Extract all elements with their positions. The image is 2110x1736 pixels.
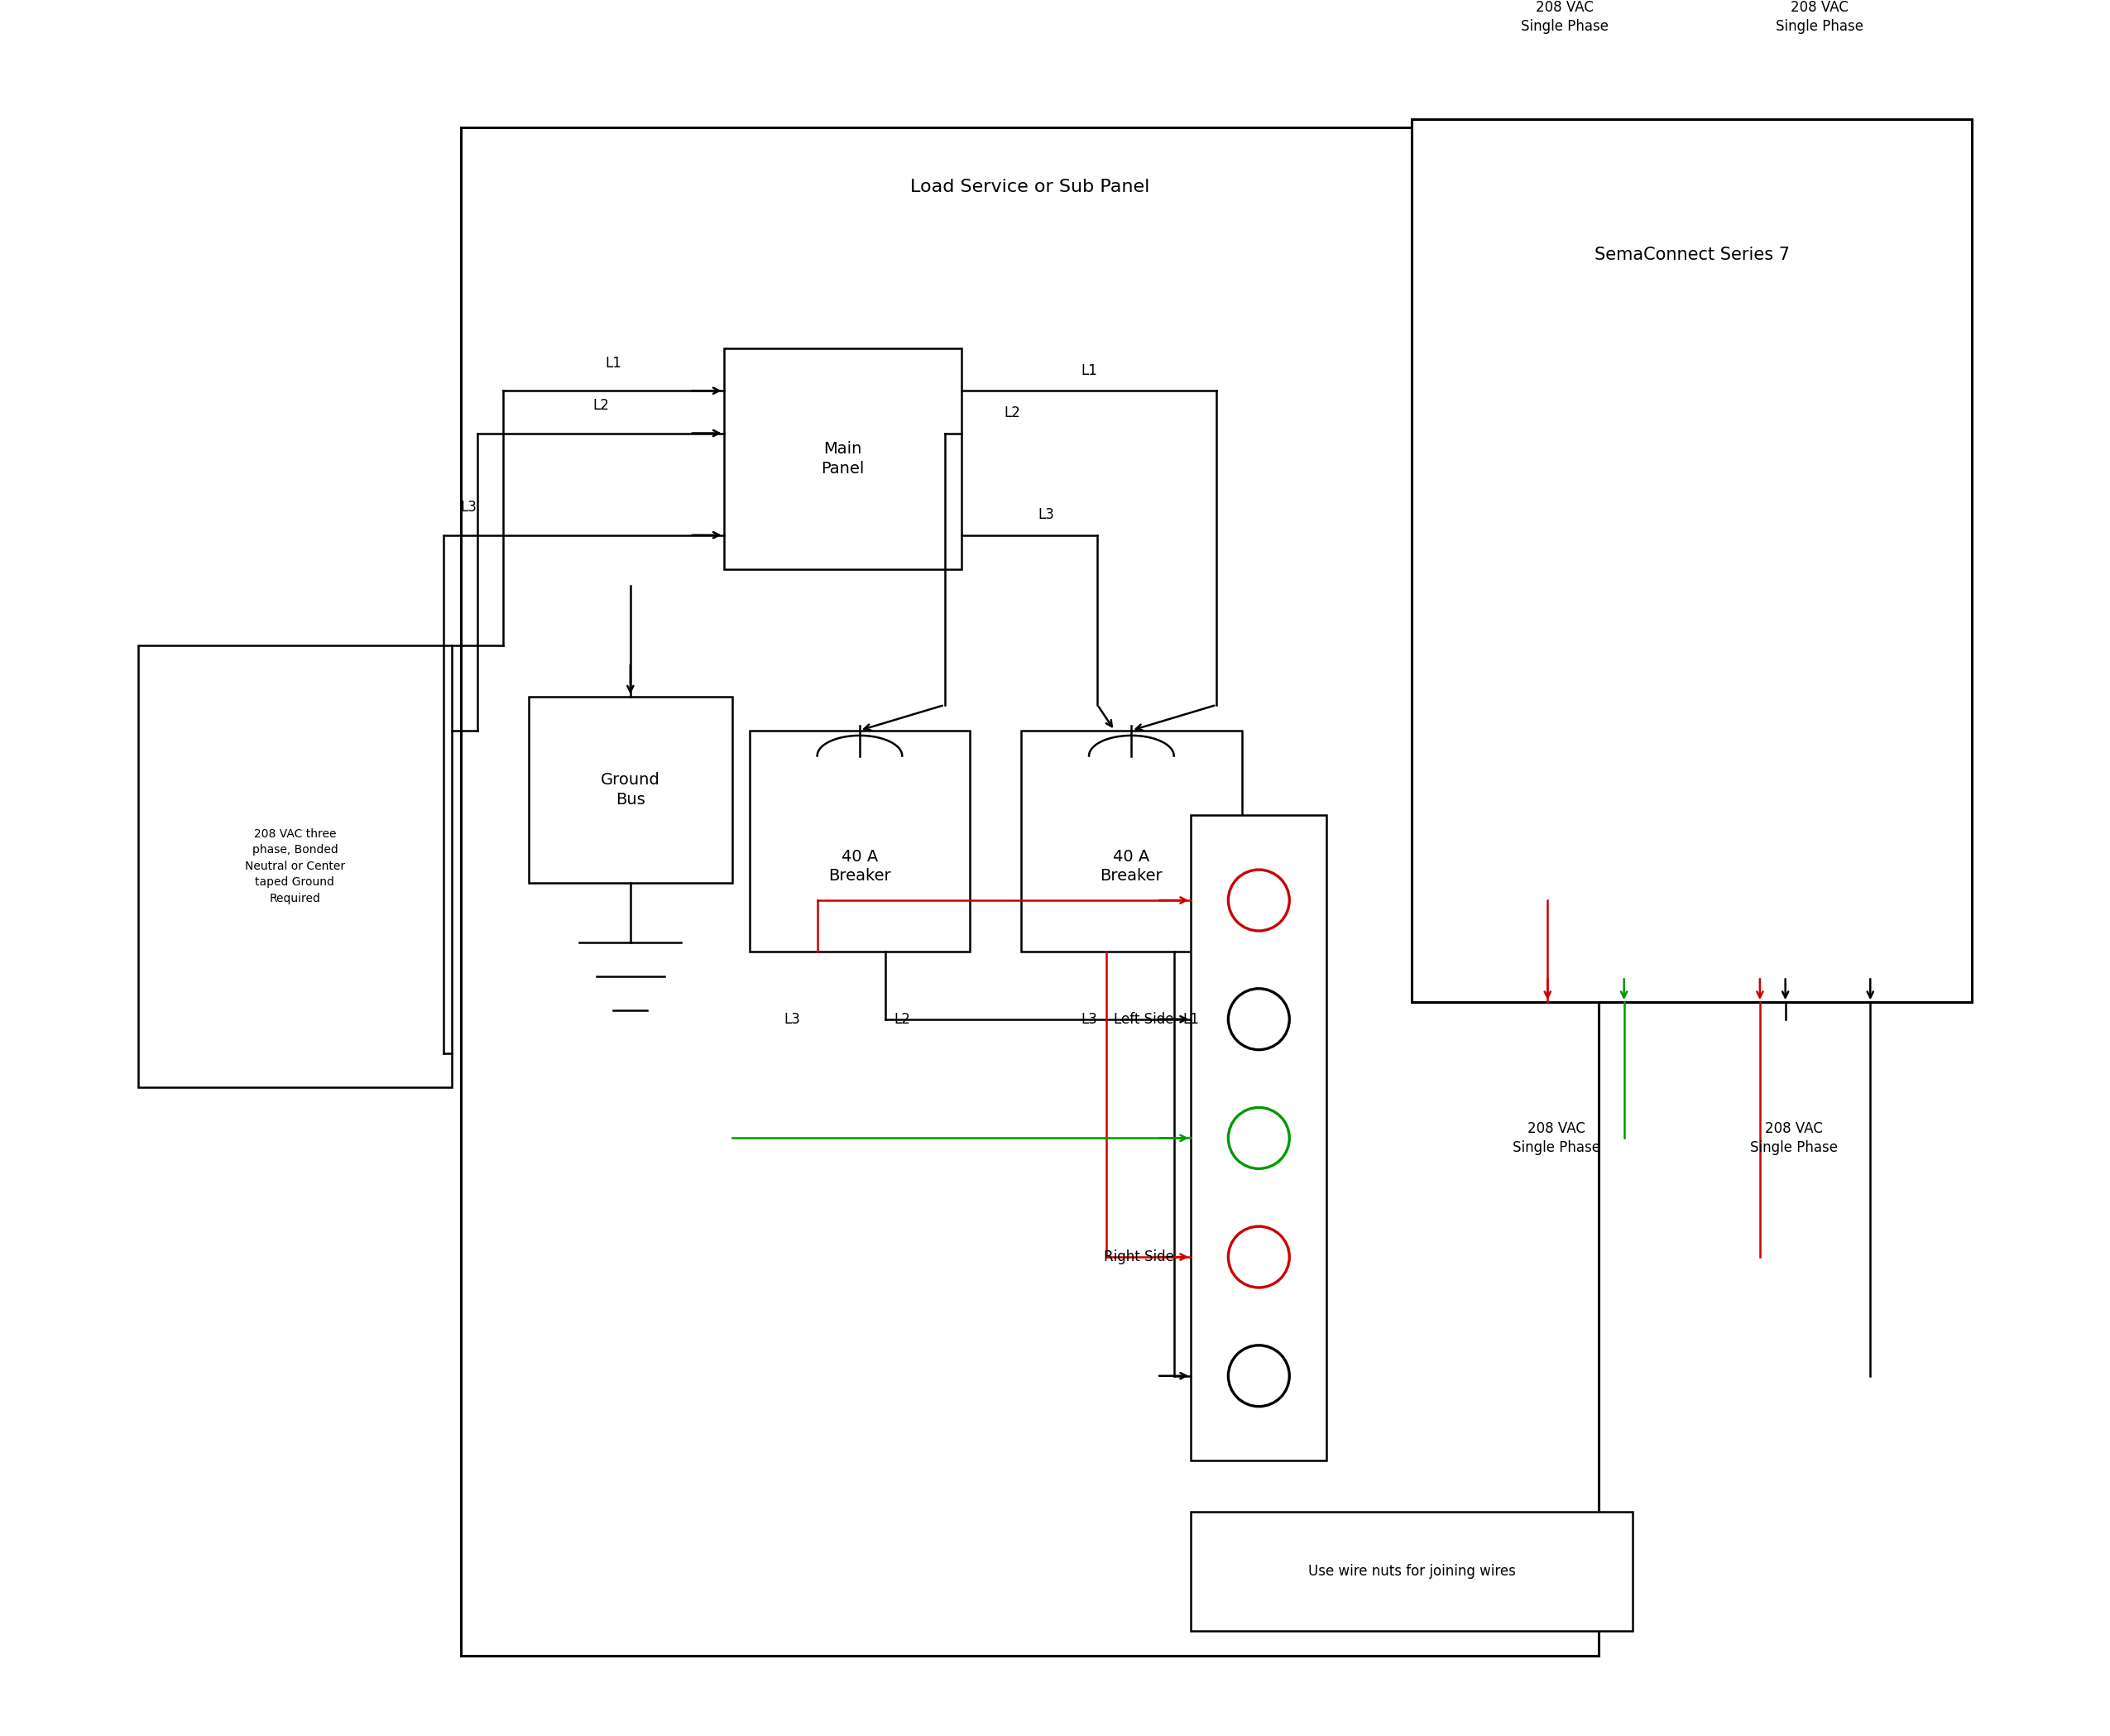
Text: 40 A
Breaker: 40 A Breaker: [829, 849, 890, 884]
Text: 40 A
Breaker: 40 A Breaker: [1099, 849, 1163, 884]
Bar: [1190, 816, 1327, 1460]
Text: 208 VAC three
phase, Bonded
Neutral or Center
taped Ground
Required: 208 VAC three phase, Bonded Neutral or C…: [245, 828, 346, 904]
Text: L2: L2: [895, 1012, 909, 1026]
Circle shape: [1228, 870, 1289, 930]
Bar: [749, 731, 971, 951]
Text: L3: L3: [783, 1012, 800, 1026]
Text: L1: L1: [1182, 1012, 1198, 1026]
Bar: [528, 696, 732, 884]
Bar: [1412, 120, 1973, 1002]
Circle shape: [1228, 1345, 1289, 1406]
Text: L3: L3: [1038, 507, 1055, 523]
Bar: [137, 646, 452, 1087]
Text: Ground
Bus: Ground Bus: [601, 773, 660, 807]
Text: Load Service or Sub Panel: Load Service or Sub Panel: [909, 179, 1150, 194]
Text: Right Side: Right Side: [1104, 1250, 1173, 1264]
Circle shape: [1228, 1226, 1289, 1288]
Bar: [460, 127, 1599, 1656]
Text: L1: L1: [1080, 363, 1097, 378]
Text: 208 VAC
Single Phase: 208 VAC Single Phase: [1775, 0, 1863, 35]
Text: L3: L3: [460, 500, 477, 514]
Text: Use wire nuts for joining wires: Use wire nuts for joining wires: [1308, 1564, 1515, 1578]
Text: L3: L3: [1080, 1012, 1097, 1026]
Bar: [724, 349, 962, 569]
Text: L2: L2: [1004, 404, 1021, 420]
Text: L2: L2: [593, 398, 610, 413]
Text: 208 VAC
Single Phase: 208 VAC Single Phase: [1749, 1121, 1838, 1154]
Text: L1: L1: [606, 356, 622, 370]
Text: Main
Panel: Main Panel: [821, 441, 865, 476]
Text: 208 VAC
Single Phase: 208 VAC Single Phase: [1513, 1121, 1599, 1154]
Text: Left Side: Left Side: [1114, 1012, 1173, 1026]
Text: 208 VAC
Single Phase: 208 VAC Single Phase: [1521, 0, 1608, 35]
Circle shape: [1228, 988, 1289, 1050]
Bar: [1190, 1512, 1633, 1630]
Text: SemaConnect Series 7: SemaConnect Series 7: [1595, 247, 1789, 264]
Circle shape: [1228, 1108, 1289, 1168]
Bar: [1021, 731, 1243, 951]
